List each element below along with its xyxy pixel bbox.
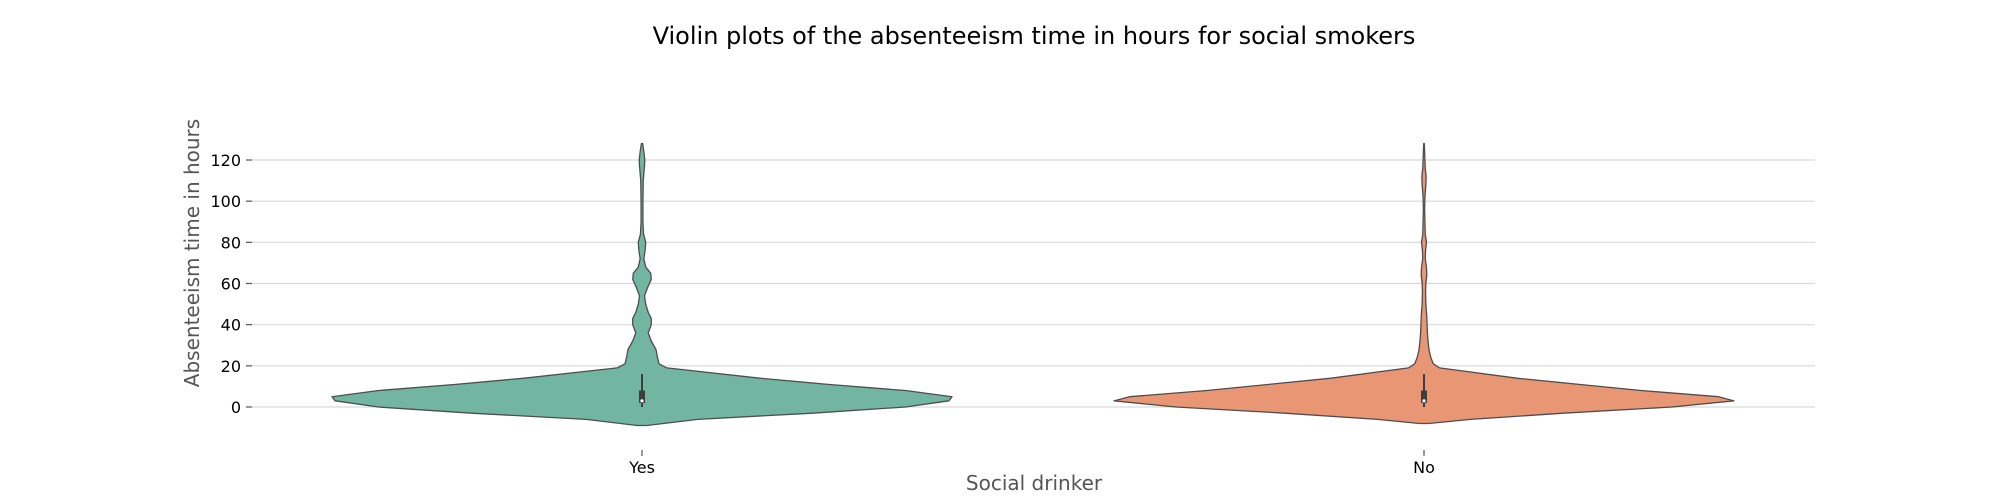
x-axis: Yes No [628,450,1435,477]
violin-box [639,390,645,403]
y-tick-label: 80 [221,233,241,252]
violin-no [1113,142,1735,425]
violin-yes [331,142,953,427]
y-axis-label: Absenteeism time in hours [180,119,204,387]
violin-box [1421,390,1427,403]
y-tick-label: 0 [231,398,241,417]
x-axis-label: Social drinker [966,471,1103,495]
y-axis: 0 20 40 60 80 100 120 [210,151,252,417]
violin-median [640,399,644,403]
violin-layer [331,142,1735,427]
chart-title: Violin plots of the absenteeism time in … [653,22,1416,50]
y-tick-label: 120 [210,151,241,170]
y-tick-label: 60 [221,275,241,294]
violin-median [1422,399,1426,403]
y-tick-label: 20 [221,357,241,376]
x-tick-label: No [1413,458,1435,477]
grid-layer [252,159,1815,408]
y-tick-label: 40 [221,316,241,335]
y-tick-label: 100 [210,192,241,211]
x-tick-label: Yes [628,458,655,477]
